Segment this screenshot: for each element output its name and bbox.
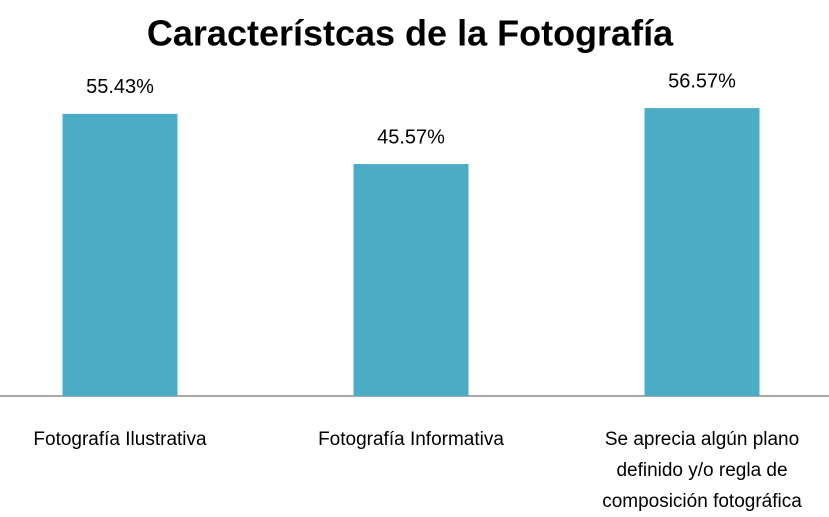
bar xyxy=(62,113,178,396)
data-label: 56.57% xyxy=(668,70,736,92)
bar xyxy=(644,108,760,396)
chart-title: Característcas de la Fotografía xyxy=(147,13,674,54)
data-label: 45.57% xyxy=(377,126,445,148)
bar xyxy=(353,164,469,396)
x-tick-label: Fotografía Informativa xyxy=(318,429,504,450)
x-tick-label: Fotografía Ilustrativa xyxy=(33,429,207,450)
x-tick-label: Se aprecia algún plano definido y/o regl… xyxy=(602,429,802,512)
data-label: 55.43% xyxy=(86,76,154,98)
